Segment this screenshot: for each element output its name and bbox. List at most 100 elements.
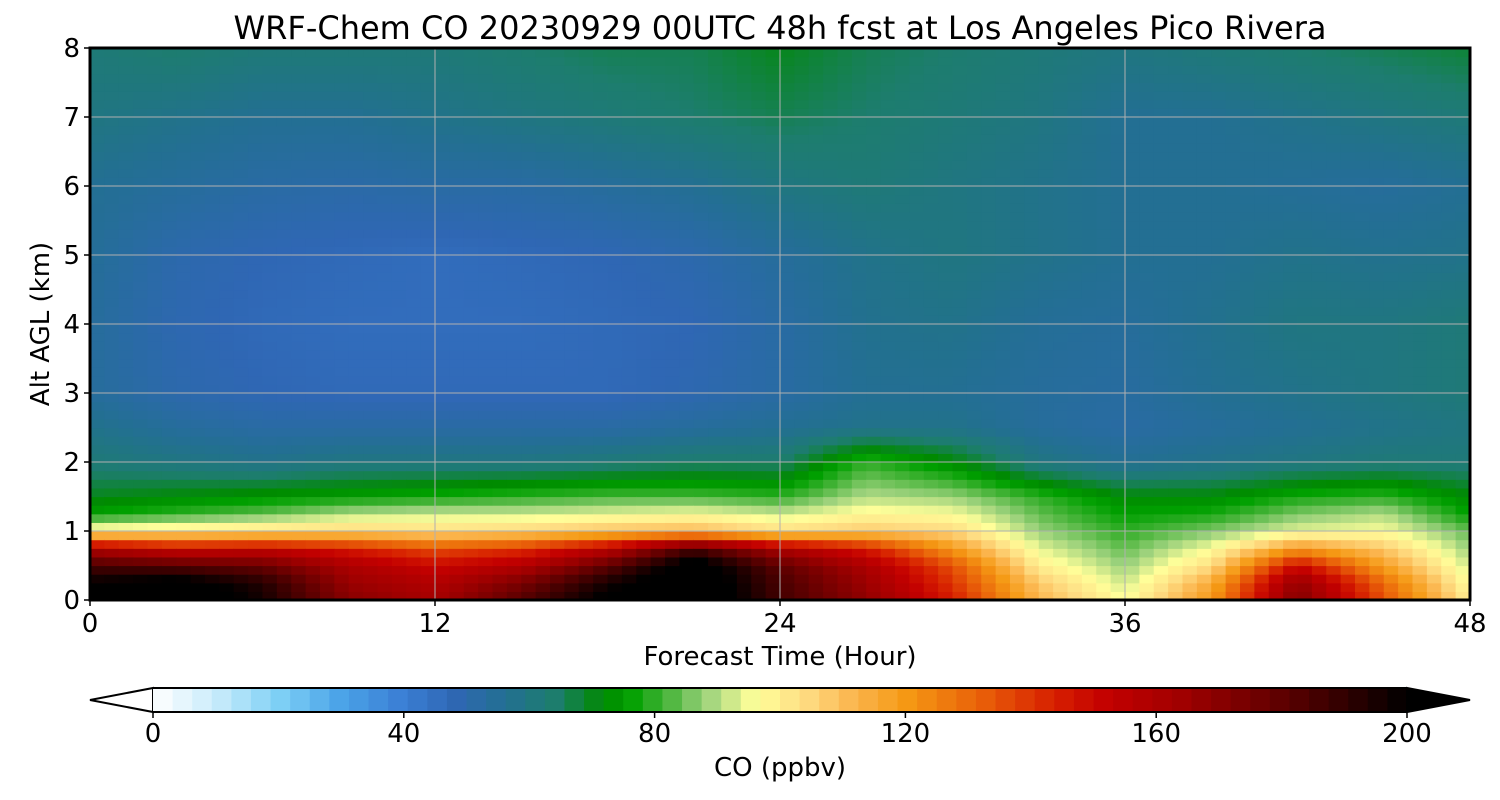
heatmap-cell xyxy=(205,280,220,291)
heatmap-cell xyxy=(320,401,335,411)
heatmap-cell xyxy=(248,48,264,58)
heatmap-cell xyxy=(851,186,867,196)
heatmap-cell xyxy=(492,410,508,420)
heatmap-cell xyxy=(176,427,192,437)
heatmap-cell xyxy=(1182,444,1198,454)
heatmap-cell xyxy=(1182,496,1198,506)
heatmap-cell xyxy=(320,168,335,178)
heatmap-cell xyxy=(665,246,680,256)
heatmap-cell xyxy=(492,453,508,463)
heatmap-cell xyxy=(780,108,795,118)
heatmap-cell xyxy=(420,479,436,489)
heatmap-cell xyxy=(363,393,379,403)
heatmap-cell xyxy=(665,444,680,454)
heatmap-cell xyxy=(406,134,422,144)
heatmap-cell xyxy=(550,470,565,480)
heatmap-cell xyxy=(1053,91,1069,101)
heatmap-cell xyxy=(104,186,120,196)
heatmap-cell xyxy=(693,470,709,480)
heatmap-cell xyxy=(808,289,824,299)
heatmap-cell xyxy=(693,280,709,291)
heatmap-cell xyxy=(1038,272,1054,282)
heatmap-cell xyxy=(794,48,810,58)
heatmap-cell xyxy=(880,220,896,230)
heatmap-cell xyxy=(104,375,120,385)
heatmap-cell xyxy=(291,289,307,299)
heatmap-cell xyxy=(305,505,321,515)
heatmap-cell xyxy=(923,349,939,360)
heatmap-cell xyxy=(736,151,752,161)
heatmap-cell xyxy=(923,462,939,472)
heatmap-cell xyxy=(1110,108,1126,118)
heatmap-cell xyxy=(506,48,522,58)
heatmap-cell xyxy=(895,211,910,222)
heatmap-cell xyxy=(449,91,465,101)
heatmap-cell xyxy=(765,142,781,153)
heatmap-cell xyxy=(1067,444,1083,454)
heatmap-cell xyxy=(1110,160,1126,170)
heatmap-cell xyxy=(435,73,450,84)
heatmap-cell xyxy=(1139,418,1155,429)
heatmap-cell xyxy=(851,220,867,230)
heatmap-cell xyxy=(219,393,235,403)
heatmap-cell xyxy=(506,315,522,325)
heatmap-cell xyxy=(1110,332,1126,342)
heatmap-cell xyxy=(118,134,134,144)
heatmap-cell xyxy=(492,65,508,75)
heatmap-cell xyxy=(621,513,637,523)
heatmap-cell xyxy=(1038,444,1054,454)
heatmap-cell xyxy=(1053,65,1069,75)
heatmap-cell xyxy=(751,117,767,127)
heatmap-cell xyxy=(305,298,321,308)
heatmap-cell xyxy=(391,410,407,420)
heatmap-cell xyxy=(478,574,494,584)
heatmap-cell xyxy=(334,324,350,334)
heatmap-cell xyxy=(751,513,767,523)
heatmap-cell xyxy=(866,177,882,187)
heatmap-cell xyxy=(895,349,910,360)
heatmap-cell xyxy=(895,341,910,351)
heatmap-cell xyxy=(320,280,335,291)
heatmap-cell xyxy=(880,470,896,480)
heatmap-cell xyxy=(636,393,652,403)
heatmap-cell xyxy=(334,522,350,532)
heatmap-cell xyxy=(780,427,795,437)
heatmap-cell xyxy=(1081,513,1097,523)
heatmap-cell xyxy=(205,496,220,506)
heatmap-cell xyxy=(435,410,450,420)
heatmap-cell xyxy=(895,410,910,420)
heatmap-cell xyxy=(780,82,795,92)
heatmap-cell xyxy=(665,134,680,144)
heatmap-cell xyxy=(305,255,321,265)
heatmap-cell xyxy=(966,591,982,601)
heatmap-cell xyxy=(233,427,249,437)
heatmap-cell xyxy=(1153,91,1169,101)
heatmap-cell xyxy=(420,522,436,532)
heatmap-cell xyxy=(765,211,781,222)
heatmap-cell xyxy=(521,272,537,282)
heatmap-cell xyxy=(248,349,264,360)
heatmap-cell xyxy=(420,341,436,351)
heatmap-cell xyxy=(751,332,767,342)
heatmap-cell xyxy=(736,582,752,592)
heatmap-cell xyxy=(593,384,609,394)
heatmap-cell xyxy=(923,203,939,213)
heatmap-cell xyxy=(521,263,537,273)
heatmap-cell xyxy=(133,479,149,489)
heatmap-cell xyxy=(1125,479,1140,489)
heatmap-cell xyxy=(895,393,910,403)
heatmap-cell xyxy=(564,142,580,153)
heatmap-cell xyxy=(1010,375,1025,385)
heatmap-cell xyxy=(276,358,292,368)
heatmap-cell xyxy=(1053,496,1069,506)
heatmap-cell xyxy=(550,211,565,222)
heatmap-cell xyxy=(895,134,910,144)
heatmap-cell xyxy=(90,99,105,109)
heatmap-cell xyxy=(880,349,896,360)
heatmap-cell xyxy=(1196,82,1212,92)
heatmap-cell xyxy=(794,410,810,420)
heatmap-cell xyxy=(363,237,379,247)
heatmap-cell xyxy=(736,591,752,601)
heatmap-cell xyxy=(478,315,494,325)
heatmap-cell xyxy=(808,565,824,575)
